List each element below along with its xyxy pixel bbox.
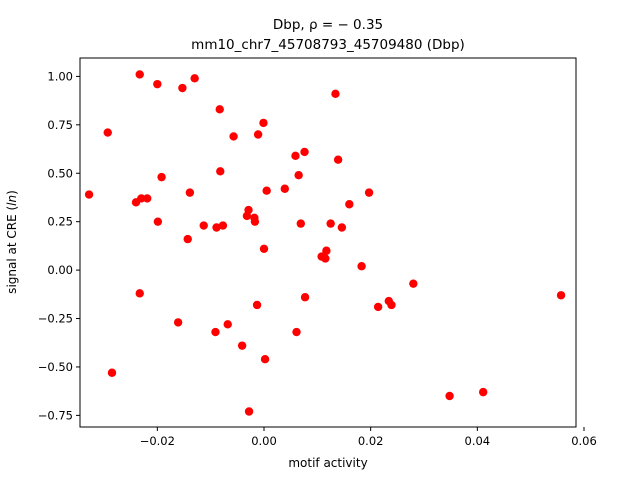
y-axis-ticks: −0.75 −0.50 −0.25 0.00 0.25 0.50 0.75 1.00 <box>38 69 80 422</box>
data-point <box>178 83 187 93</box>
y-tick-label: −0.25 <box>38 312 73 326</box>
data-point <box>135 70 144 79</box>
data-point <box>280 184 289 193</box>
data-point <box>445 391 454 401</box>
data-point <box>107 368 117 377</box>
data-point <box>153 217 163 226</box>
y-axis-label-prefix: signal at CRE ( <box>5 206 19 294</box>
y-tick-label: 0.50 <box>47 166 73 180</box>
data-point <box>373 302 383 312</box>
data-point <box>357 262 366 271</box>
data-point <box>84 190 94 199</box>
data-point <box>294 170 303 180</box>
x-tick-label: −0.02 <box>140 434 175 448</box>
data-point <box>157 172 166 182</box>
data-point <box>259 244 269 253</box>
data-point <box>409 279 418 288</box>
data-point <box>153 79 162 89</box>
data-point <box>333 155 343 164</box>
data-point <box>291 151 300 161</box>
y-tick-label: 0.25 <box>47 215 73 229</box>
y-tick-label: 1.00 <box>47 69 73 83</box>
data-point <box>244 407 254 416</box>
data-point <box>137 194 146 203</box>
y-tick-label: 0.00 <box>47 263 73 277</box>
data-point <box>229 132 238 141</box>
y-axis-label-suffix: ) <box>5 190 19 195</box>
data-point <box>387 300 396 310</box>
y-tick-label: 0.75 <box>47 118 73 132</box>
x-tick-label: 0.02 <box>358 434 384 448</box>
x-tick-label: 0.00 <box>251 434 277 448</box>
data-point <box>252 300 262 310</box>
data-point <box>479 387 488 397</box>
x-tick-label: 0.04 <box>465 434 491 448</box>
data-point <box>337 223 347 232</box>
x-axis-label: motif activity <box>288 456 367 470</box>
data-point <box>211 327 220 337</box>
data-point <box>331 89 340 99</box>
data-point <box>244 205 253 215</box>
data-point <box>296 219 305 228</box>
data-point <box>143 194 152 203</box>
data-point <box>218 221 228 230</box>
data-point <box>292 327 301 337</box>
data-point <box>250 217 260 226</box>
data-point <box>259 118 268 128</box>
data-point <box>326 219 335 228</box>
x-tick-label: 0.06 <box>571 434 597 448</box>
data-point <box>135 289 144 298</box>
data-points <box>84 70 566 416</box>
data-point <box>212 223 221 232</box>
data-point <box>237 341 247 350</box>
data-point <box>300 293 310 302</box>
chart-title-line2: mm10_chr7_45708793_45709480 (Dbp) <box>191 37 465 53</box>
data-point <box>300 147 309 157</box>
chart-title-line1: Dbp, ρ = − 0.35 <box>273 17 383 33</box>
data-point <box>556 291 566 300</box>
x-axis-ticks: −0.02 0.00 0.02 0.04 0.06 <box>140 427 597 448</box>
y-axis-label-italic: ln <box>5 195 19 206</box>
data-point <box>262 186 271 195</box>
data-point <box>199 221 208 230</box>
data-point <box>223 320 232 329</box>
y-axis-label: signal at CRE (ln) <box>5 190 19 294</box>
data-point <box>253 130 263 139</box>
y-tick-label: −0.75 <box>38 408 73 422</box>
data-point <box>173 318 183 327</box>
data-point <box>215 105 224 114</box>
data-point <box>322 246 331 255</box>
data-point <box>103 128 112 137</box>
y-tick-label: −0.50 <box>38 360 73 374</box>
data-point <box>185 188 195 197</box>
data-point <box>321 254 330 263</box>
data-point <box>345 200 354 209</box>
data-point <box>260 355 270 364</box>
plot-area-frame <box>79 57 577 428</box>
data-point <box>364 188 374 197</box>
data-point <box>190 74 199 83</box>
data-point <box>216 167 225 176</box>
data-point <box>183 234 192 244</box>
